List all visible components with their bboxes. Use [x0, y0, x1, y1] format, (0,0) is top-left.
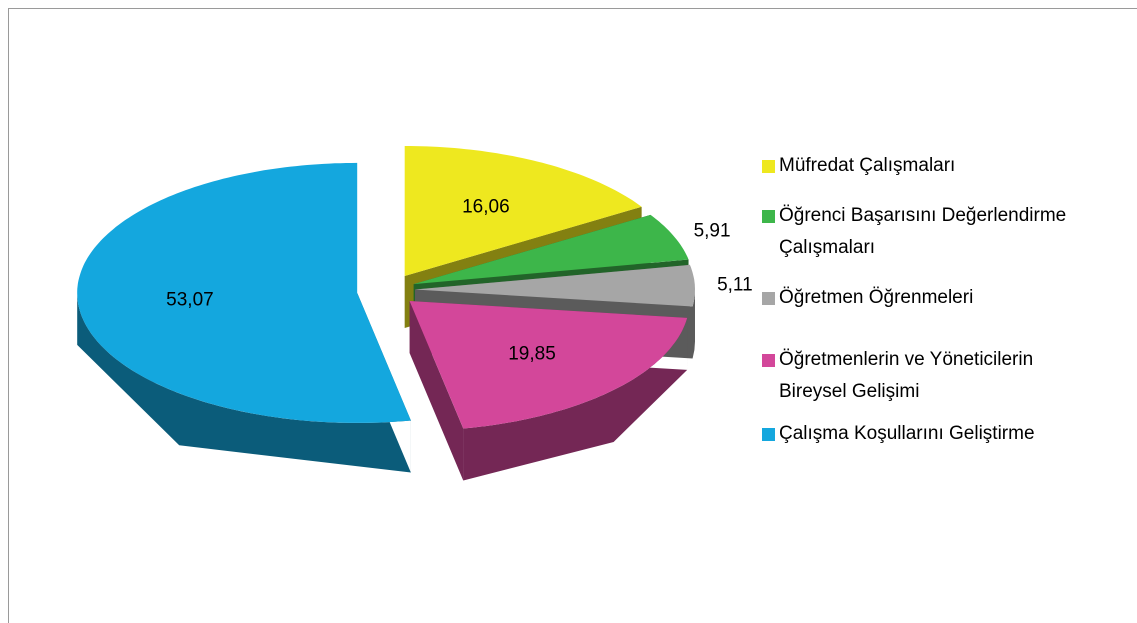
legend-item: Öğretmen Öğrenmeleri: [762, 282, 1102, 314]
legend: Müfredat Çalışmaları Öğrenci Başarısını D…: [762, 150, 1122, 450]
legend-item: Çalışma Koşullarını Geliştirme: [762, 418, 1102, 450]
data-label: 5,11: [717, 274, 753, 295]
legend-label: Çalışma Koşullarını Geliştirme: [779, 423, 1035, 444]
slice: [77, 162, 411, 423]
legend-swatch: [762, 210, 775, 223]
slice: [404, 146, 642, 276]
slice-side: [77, 162, 411, 473]
legend-item: Öğretmenlerin ve Yöneticilerin Bireysel …: [762, 344, 1102, 408]
data-label: 19,85: [508, 343, 556, 364]
slice: [414, 264, 695, 307]
legend-swatch: [762, 292, 775, 305]
legend-label: Öğretmen Öğrenmeleri: [779, 287, 974, 308]
legend-label: Öğrenci Başarısını Değerlendirme Çalışma…: [779, 205, 1067, 258]
legend-item: Müfredat Çalışmaları: [762, 150, 1102, 182]
data-label: 5,91: [694, 221, 731, 242]
legend-swatch: [762, 160, 775, 173]
data-label: 53,07: [166, 289, 214, 310]
legend-label: Öğretmenlerin ve Yöneticilerin Bireysel …: [779, 349, 1034, 402]
legend-item: Öğrenci Başarısını Değerlendirme Çalışma…: [762, 200, 1102, 264]
data-label: 16,06: [462, 197, 510, 218]
slice: [409, 300, 688, 429]
legend-label: Müfredat Çalışmaları: [779, 155, 956, 176]
slice: [413, 214, 689, 285]
legend-swatch: [762, 428, 775, 441]
legend-swatch: [762, 354, 775, 367]
frame: [8, 8, 1137, 623]
